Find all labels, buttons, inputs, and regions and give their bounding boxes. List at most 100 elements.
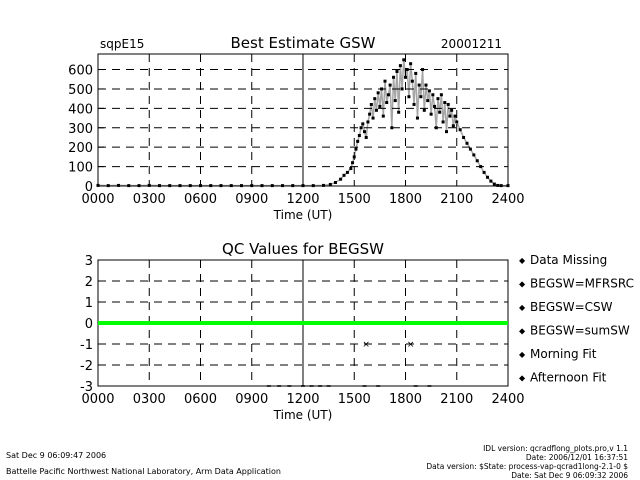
data-point bbox=[209, 184, 213, 188]
data-point bbox=[390, 126, 394, 130]
data-point bbox=[479, 165, 483, 169]
data-point bbox=[188, 184, 192, 188]
data-point bbox=[455, 120, 459, 124]
data-point bbox=[427, 89, 431, 93]
data-point bbox=[475, 159, 479, 163]
legend-marker: ◆ bbox=[519, 327, 526, 336]
qc-legend: ◆ Data Missing ◆ BEGSW=MFRSRC ◆ BEGSW=CSW ◆ BEG… bbox=[519, 253, 634, 385]
footer: Sat Dec 9 06:09:47 2006 Battelle Pacific… bbox=[6, 444, 628, 480]
data-point bbox=[318, 385, 323, 387]
y-tick-label: -3 bbox=[80, 380, 93, 395]
y-tick-label: 600 bbox=[68, 64, 93, 79]
data-point bbox=[424, 83, 428, 87]
data-point bbox=[266, 385, 271, 387]
data-point bbox=[436, 97, 440, 101]
data-point bbox=[219, 184, 223, 188]
date-label: 20001211 bbox=[441, 37, 502, 51]
data-point bbox=[328, 182, 332, 186]
data-point bbox=[326, 385, 331, 387]
data-point bbox=[356, 139, 360, 143]
y-tick-label: -1 bbox=[80, 338, 93, 353]
data-point bbox=[378, 104, 382, 108]
data-point bbox=[422, 108, 426, 112]
data-point bbox=[392, 75, 396, 79]
legend-label: BEGSW=CSW bbox=[530, 300, 613, 314]
x-tick-label: 1800 bbox=[389, 392, 422, 407]
data-point bbox=[438, 110, 442, 114]
data-point bbox=[388, 83, 392, 87]
y-tick-label: 200 bbox=[68, 141, 93, 156]
data-point bbox=[229, 184, 233, 188]
data-point bbox=[492, 182, 496, 186]
footer-right-line-3: Data version: $State: process-vap-qcrad1… bbox=[426, 462, 628, 471]
data-point: × bbox=[362, 340, 370, 350]
x-tick-label: 0600 bbox=[184, 192, 217, 207]
data-point bbox=[359, 126, 363, 130]
data-point bbox=[374, 108, 378, 112]
data-point bbox=[486, 175, 489, 179]
data-point bbox=[419, 95, 423, 99]
y-tick-label: 2 bbox=[85, 275, 93, 290]
data-point bbox=[404, 75, 407, 79]
data-point bbox=[106, 184, 110, 188]
x-axis-label: Time (UT) bbox=[273, 208, 333, 222]
legend-marker: ◆ bbox=[519, 256, 526, 265]
data-point bbox=[434, 126, 438, 130]
data-point bbox=[414, 71, 418, 75]
data-point bbox=[354, 147, 358, 151]
data-point bbox=[357, 134, 361, 138]
footer-date-left: Sat Dec 9 06:09:47 2006 bbox=[6, 451, 106, 460]
data-point bbox=[429, 112, 433, 116]
data-point bbox=[250, 184, 254, 188]
data-point bbox=[287, 385, 292, 387]
data-point bbox=[482, 170, 486, 174]
x-tick-label: 1500 bbox=[338, 392, 371, 407]
legend-label: Data Missing bbox=[530, 253, 607, 267]
data-point bbox=[433, 104, 437, 108]
data-point bbox=[158, 184, 161, 188]
data-point bbox=[333, 181, 337, 185]
y-tick-label: 300 bbox=[68, 122, 93, 137]
data-point bbox=[364, 135, 368, 139]
y-tick-label: -2 bbox=[80, 359, 93, 374]
data-point bbox=[322, 183, 325, 187]
legend-label: Morning Fit bbox=[530, 347, 597, 361]
data-point bbox=[453, 114, 457, 118]
data-point bbox=[465, 141, 469, 145]
x-tick-label: 0900 bbox=[235, 392, 268, 407]
data-point bbox=[281, 184, 284, 188]
data-point bbox=[462, 135, 466, 139]
data-point bbox=[127, 184, 131, 188]
x-tick-label: 0600 bbox=[184, 392, 217, 407]
gsw-trace bbox=[97, 59, 508, 187]
footer-org: Battelle Pacific Northwest National Labo… bbox=[6, 467, 281, 476]
x-tick-label: 1200 bbox=[286, 392, 319, 407]
data-point bbox=[395, 69, 399, 73]
x-tick-label: 1200 bbox=[286, 192, 319, 207]
data-point bbox=[441, 120, 445, 124]
data-point bbox=[301, 184, 305, 188]
data-point bbox=[489, 179, 493, 183]
y-tick-label: 1 bbox=[85, 296, 93, 311]
y-tick-label: 500 bbox=[68, 83, 93, 98]
legend-label: Afternoon Fit bbox=[530, 371, 607, 385]
x-tick-label: 2100 bbox=[440, 192, 473, 207]
data-point bbox=[361, 122, 365, 126]
data-point bbox=[309, 385, 314, 387]
data-point bbox=[339, 177, 343, 181]
data-point bbox=[448, 114, 452, 118]
data-point bbox=[506, 184, 510, 188]
legend-label: BEGSW=sumSW bbox=[530, 324, 630, 338]
data-point bbox=[402, 58, 406, 62]
data-point bbox=[362, 385, 367, 387]
y-tick-label: 0 bbox=[85, 180, 93, 195]
data-point bbox=[199, 184, 202, 188]
data-point bbox=[381, 114, 385, 118]
data-point bbox=[446, 102, 450, 106]
data-point bbox=[117, 183, 120, 187]
x-tick-label: 0300 bbox=[133, 192, 166, 207]
data-point bbox=[345, 170, 349, 174]
legend-marker: ◆ bbox=[519, 303, 526, 312]
data-point bbox=[291, 184, 295, 188]
